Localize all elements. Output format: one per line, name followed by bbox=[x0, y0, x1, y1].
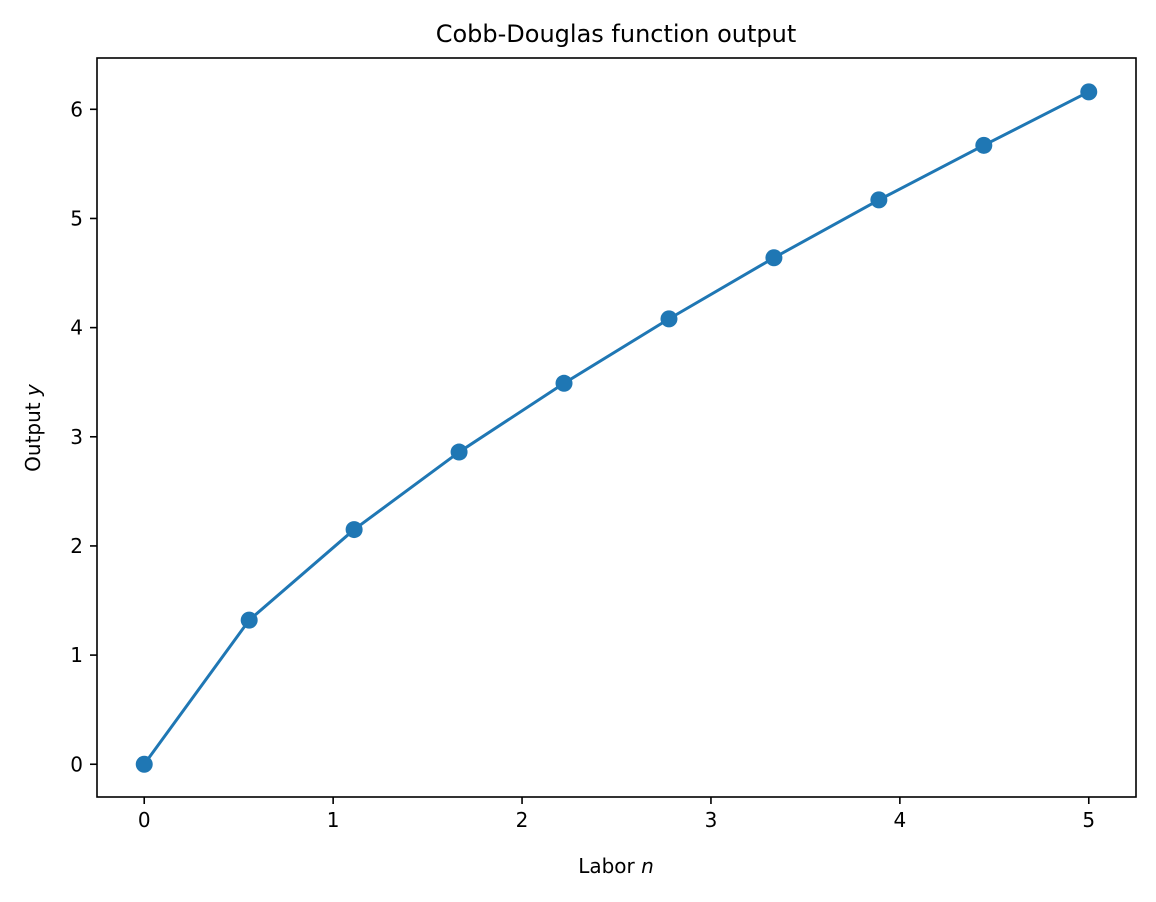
data-point bbox=[975, 136, 993, 154]
x-tick-label: 4 bbox=[893, 808, 906, 832]
y-tick-label: 6 bbox=[70, 97, 83, 121]
x-tick-label: 1 bbox=[327, 808, 340, 832]
plot-area: 0 1 2 3 4 5 0 1 2 3 4 5 6 bbox=[70, 57, 1137, 832]
data-point bbox=[135, 755, 153, 773]
data-point bbox=[870, 191, 888, 209]
y-axis-label-text: Output bbox=[21, 396, 45, 472]
data-point bbox=[345, 521, 363, 539]
y-tick-label: 3 bbox=[70, 425, 83, 449]
x-tick-label: 3 bbox=[705, 808, 718, 832]
x-axis-label-variable: n bbox=[641, 854, 654, 878]
x-tick-label: 0 bbox=[138, 808, 151, 832]
data-point bbox=[660, 310, 678, 328]
y-axis-label: Output y bbox=[21, 383, 45, 472]
series-line bbox=[142, 90, 1091, 766]
chart-title: Cobb-Douglas function output bbox=[436, 20, 797, 48]
data-point bbox=[240, 611, 258, 629]
y-tick-label: 1 bbox=[70, 643, 83, 667]
x-tick-label: 2 bbox=[516, 808, 529, 832]
y-tick-label: 5 bbox=[70, 206, 83, 230]
x-tick-label: 5 bbox=[1082, 808, 1095, 832]
data-point bbox=[1080, 83, 1098, 101]
data-point bbox=[450, 443, 468, 461]
data-point bbox=[765, 249, 783, 267]
axes-frame bbox=[96, 57, 1137, 798]
x-axis-label: Labor n bbox=[578, 854, 654, 878]
y-tick-label: 4 bbox=[70, 316, 83, 340]
data-point bbox=[555, 374, 573, 392]
y-tick-label: 0 bbox=[70, 752, 83, 776]
y-tick-label: 2 bbox=[70, 534, 83, 558]
y-axis-label-variable: y bbox=[21, 383, 45, 397]
x-axis-label-text: Labor bbox=[578, 854, 641, 878]
